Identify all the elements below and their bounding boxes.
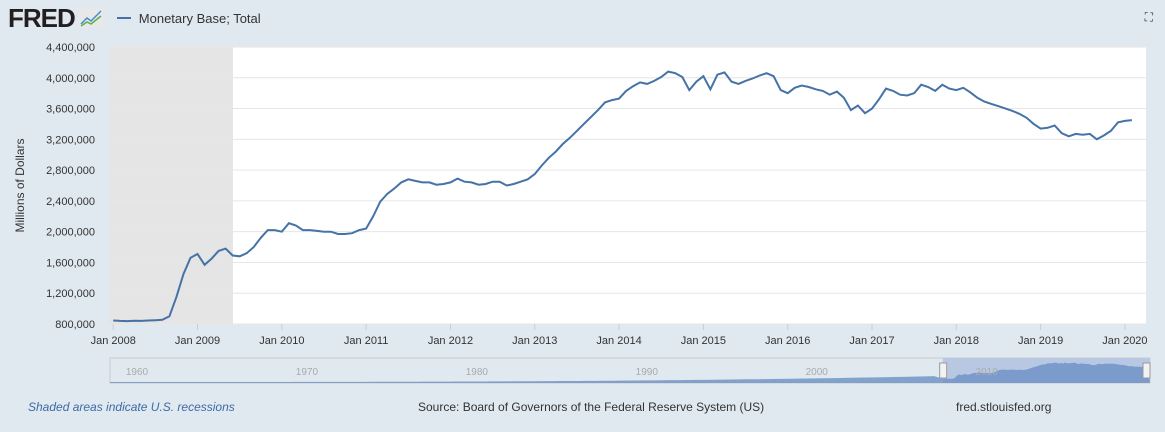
chart-header: FRED Monetary Base; Total	[8, 2, 261, 33]
y-tick-label: 1,600,000	[46, 257, 95, 269]
source-text: Source: Board of Governors of the Federa…	[418, 400, 765, 414]
navigator-handle[interactable]	[1142, 362, 1151, 379]
x-tick-label: Jan 2008	[91, 335, 136, 347]
x-tick-label: Jan 2010	[259, 335, 304, 347]
navigator-handle[interactable]	[939, 362, 948, 379]
y-tick-label: 3,200,000	[46, 134, 95, 146]
chart: 800,000 1,200,000 1,600,000 2,000,000 2,400,…	[13, 42, 1151, 384]
navigator-label: 2010	[976, 367, 999, 378]
x-tick-label: Jan 2019	[1018, 335, 1063, 347]
y-tick-label: 2,000,000	[46, 227, 95, 239]
plot-area	[109, 47, 1146, 324]
navigator-label: 1960	[126, 367, 149, 378]
x-tick-label: Jan 2009	[175, 335, 220, 347]
y-tick-label: 2,800,000	[46, 165, 95, 177]
x-tick-label: Jan 2011	[344, 335, 388, 347]
navigator-label: 2000	[806, 367, 829, 378]
fred-logo: FRED	[8, 2, 76, 33]
x-tick-label: Jan 2015	[681, 335, 726, 347]
navigator-series	[110, 362, 1150, 383]
x-tick-label: Jan 2016	[765, 335, 810, 347]
y-tick-label: 3,600,000	[46, 104, 95, 116]
chart-logo-icon	[78, 8, 103, 28]
legend-swatch	[116, 17, 131, 19]
x-tick-label: Jan 2017	[849, 335, 894, 347]
y-tick-label: 1,200,000	[46, 288, 95, 300]
recession-shade	[109, 47, 233, 324]
recession-note[interactable]: Shaded areas indicate U.S. recessions	[28, 400, 235, 414]
navigator-label: 1980	[466, 367, 489, 378]
expand-icon[interactable]: ⛶	[1144, 10, 1153, 24]
navigator-label: 1990	[636, 367, 659, 378]
y-tick-label: 4,000,000	[46, 73, 95, 85]
y-tick-label: 800,000	[55, 319, 95, 331]
site-url[interactable]: fred.stlouisfed.org	[956, 400, 1052, 414]
navigator-label: 1970	[296, 367, 319, 378]
x-tick-label: Jan 2020	[1102, 335, 1147, 347]
x-tick-label: Jan 2014	[596, 335, 641, 347]
x-tick-label: Jan 2013	[512, 335, 557, 347]
series-line	[113, 70, 1133, 323]
y-axis-label: Millions of Dollars	[13, 138, 27, 232]
x-tick-label: Jan 2012	[428, 335, 473, 347]
y-tick-label: 2,400,000	[46, 196, 95, 208]
legend-label[interactable]: Monetary Base; Total	[138, 10, 261, 26]
y-tick-label: 4,400,000	[46, 42, 95, 54]
x-tick-label: Jan 2018	[934, 335, 979, 347]
